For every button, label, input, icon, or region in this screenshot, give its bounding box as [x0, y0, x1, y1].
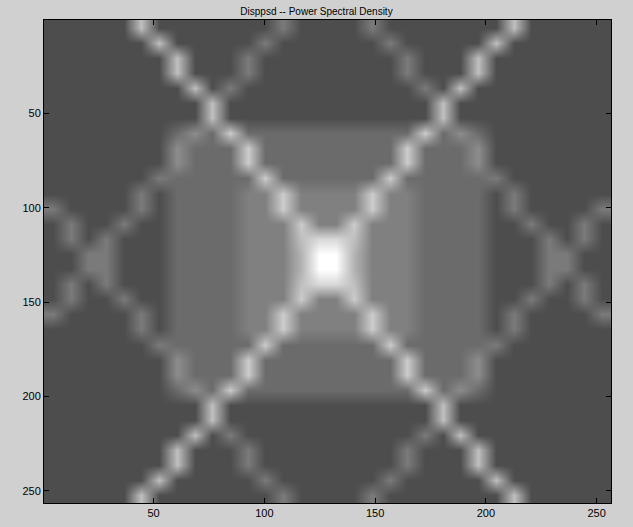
- svg-text:150: 150: [22, 296, 40, 308]
- svg-text:200: 200: [22, 390, 40, 402]
- svg-text:100: 100: [255, 507, 273, 519]
- svg-text:50: 50: [29, 107, 41, 119]
- svg-text:Disppsd -- Power Spectral Dens: Disppsd -- Power Spectral Density: [240, 6, 392, 17]
- svg-text:250: 250: [22, 485, 40, 497]
- svg-text:100: 100: [22, 202, 40, 214]
- svg-text:150: 150: [366, 507, 384, 519]
- svg-text:250: 250: [587, 507, 605, 519]
- svg-text:200: 200: [477, 507, 495, 519]
- svg-text:50: 50: [148, 507, 160, 519]
